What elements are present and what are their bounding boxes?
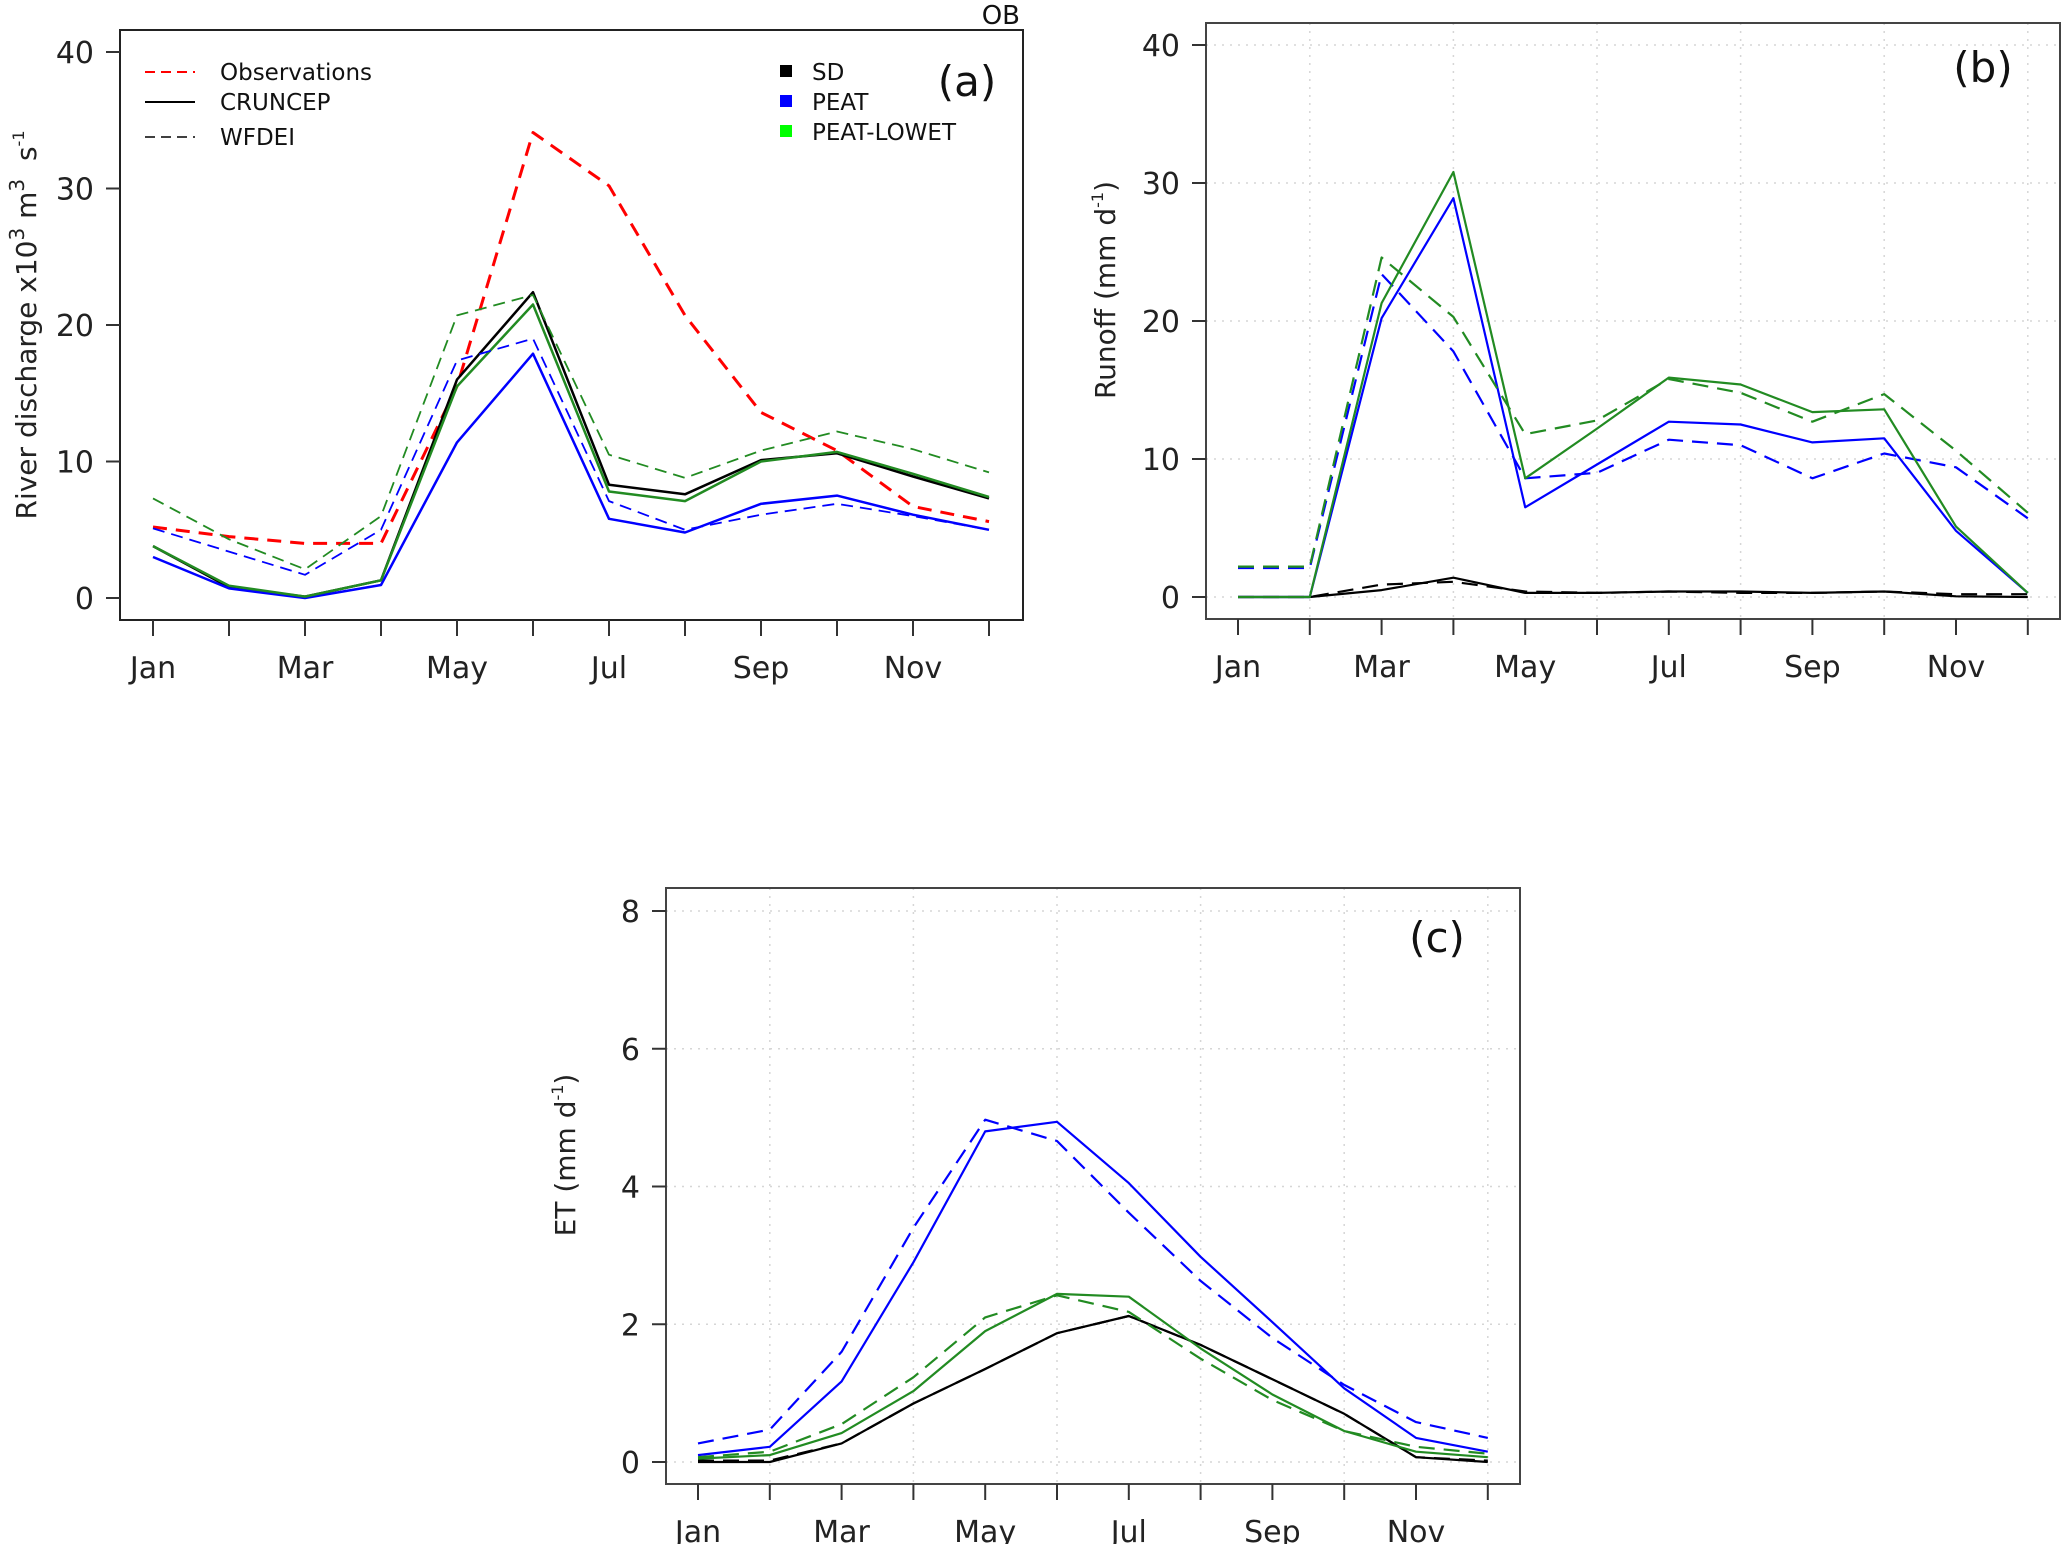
panel-b-grid [1206, 23, 2060, 619]
panel-c-series [697, 1118, 1489, 1464]
legend-swatch-sd [780, 65, 792, 77]
panel-b-x-tick-label: Mar [1353, 650, 1410, 685]
panel-b-y-tick-label: 20 [1142, 305, 1180, 340]
panel-a-label: (a) [938, 57, 997, 106]
panel-a-series-peat-lowet-cruncep [152, 303, 990, 598]
panel-c-x-tick-label: Sep [1244, 1515, 1301, 1544]
panel-a-y-tick-label: 10 [56, 446, 94, 481]
panel-a-river-discharge: 0 10 20 30 40 Jan Mar May Jul Sep Nov River disch… [5, 29, 1024, 686]
panel-b-series-peat-cruncep [1238, 197, 2029, 599]
legend-experiments: SD PEAT PEAT-LOWET [780, 60, 957, 146]
panel-a-x-tick-label: Sep [733, 651, 790, 686]
panel-b-y-tick-label: 30 [1142, 167, 1180, 202]
panel-b-x-axis: Jan Mar May Jul Sep Nov [1213, 619, 2029, 685]
panel-c-x-axis: Jan Mar May Jul Sep Nov [673, 1484, 1489, 1544]
panel-a-series-observations [152, 131, 990, 545]
panel-c-x-tick-label: Nov [1387, 1515, 1446, 1544]
panel-a-y-tick-label: 40 [56, 36, 94, 71]
panel-c-y-tick-label: 4 [621, 1171, 640, 1206]
panel-b-x-tick-label: Jul [1649, 650, 1687, 685]
panel-c-evapotranspiration: 0 2 4 6 8 Jan Mar May Jul Sep Nov ET (mm d-1) (c) [548, 887, 1521, 1544]
legend-label-wfdei: WFDEI [220, 125, 295, 151]
panel-b-x-tick-label: Sep [1784, 650, 1841, 685]
corner-label: OB [982, 1, 1020, 31]
panel-c-x-tick-label: Jan [673, 1515, 721, 1544]
panel-b-y-tick-label: 40 [1142, 29, 1180, 64]
panel-b-x-tick-label: Nov [1927, 650, 1986, 685]
panel-b-y-tick-label: 10 [1142, 443, 1180, 478]
panel-b-series-peat-lowet-cruncep [1238, 170, 2029, 599]
panel-a-y-axis: 0 10 20 30 40 [56, 36, 120, 617]
panel-b-x-tick-label: May [1494, 650, 1556, 685]
panel-c-y-tick-label: 2 [621, 1308, 640, 1343]
panel-a-y-tick-label: 30 [56, 173, 94, 208]
panel-c-grid [666, 888, 1520, 1484]
panel-a-x-tick-label: May [426, 651, 488, 686]
panel-b-y-tick-label: 0 [1161, 581, 1180, 616]
legend-swatch-peat-lowet [780, 125, 792, 137]
panel-c-series-peat-wfdei [697, 1118, 1489, 1445]
legend-label-sd: SD [812, 60, 844, 86]
panel-b-series-peat-wfdei [1238, 273, 2029, 570]
legend-label-peat: PEAT [812, 90, 869, 116]
panel-a-y-axis-title: River discharge x103 m3 s-1 [5, 130, 43, 519]
panel-c-y-tick-label: 0 [621, 1446, 640, 1481]
legend-line-styles: Observations CRUNCEP WFDEI [145, 60, 372, 151]
panel-a-series-peat-lowet-wfdei [152, 294, 990, 571]
panel-c-y-tick-label: 6 [621, 1033, 640, 1068]
panel-b-y-axis: 0 10 20 30 40 [1142, 29, 1206, 616]
panel-a-x-tick-label: Jul [589, 651, 627, 686]
panel-c-series-peat-lowet-cruncep [697, 1292, 1488, 1460]
panel-c-x-tick-label: Jul [1109, 1515, 1147, 1544]
panel-c-y-tick-label: 8 [621, 895, 640, 930]
panel-b-x-tick-label: Jan [1213, 650, 1261, 685]
panel-c-label: (c) [1409, 913, 1465, 962]
panel-c-x-tick-label: May [954, 1515, 1016, 1544]
panel-a-series [152, 131, 990, 600]
panel-b-y-axis-title: Runoff (mm d-1) [1088, 181, 1122, 399]
panel-b-series-sd-cruncep [1238, 576, 2028, 599]
legend-swatch-peat [780, 95, 792, 107]
legend-label-cruncep: CRUNCEP [220, 90, 331, 116]
panel-c-y-axis: 0 2 4 6 8 [621, 895, 666, 1481]
panel-b-series [1238, 170, 2029, 599]
legend-label-observations: Observations [220, 60, 372, 86]
legend-label-peat-lowet: PEAT-LOWET [812, 120, 957, 146]
panel-a-x-tick-label: Nov [884, 651, 943, 686]
panel-c-x-tick-label: Mar [813, 1515, 870, 1544]
panel-b-series-sd-wfdei [1238, 580, 2028, 599]
panel-c-series-sd-wfdei [698, 1314, 1488, 1462]
panel-a-x-axis: Jan Mar May Jul Sep Nov [128, 620, 990, 686]
panel-c-series-peat-cruncep [697, 1120, 1489, 1457]
panel-a-x-tick-label: Mar [277, 651, 334, 686]
panel-a-y-tick-label: 20 [56, 309, 94, 344]
panel-b-label: (b) [1953, 43, 2012, 92]
panel-a-series-peat-wfdei [152, 337, 990, 576]
panel-a-frame [119, 29, 1024, 621]
panel-a-series-sd-cruncep [152, 290, 990, 598]
panel-c-series-peat-lowet-wfdei [697, 1294, 1488, 1459]
panel-a-y-tick-label: 0 [75, 582, 94, 617]
panel-a-x-tick-label: Jan [128, 651, 176, 686]
panel-b-series-peat-lowet-wfdei [1238, 256, 2029, 568]
panel-c-y-axis-title: ET (mm d-1) [548, 1074, 582, 1237]
panel-b-runoff: 0 10 20 30 40 Jan Mar May Jul Sep Nov Runoff (mm … [1088, 22, 2061, 685]
panel-a-series-peat-cruncep [152, 352, 990, 600]
